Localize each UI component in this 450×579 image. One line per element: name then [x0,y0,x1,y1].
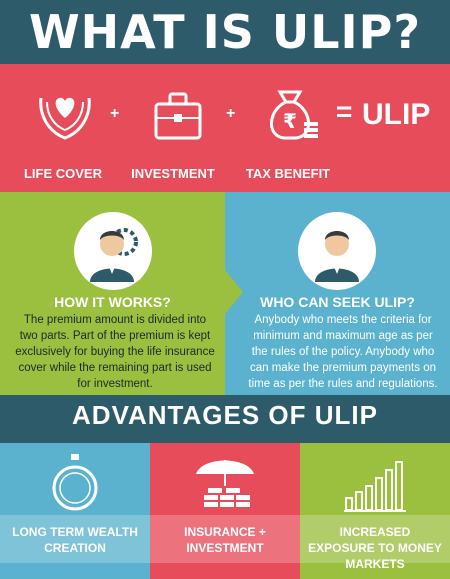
who-can-seek-text: Anybody who meets the criteria for minim… [248,314,438,390]
investment-label: INVESTMENT [131,166,215,181]
svg-text:₹: ₹ [283,109,297,133]
page-title: WHAT IS ULIP? [28,5,422,59]
advantages-band [0,395,450,443]
advantage-3-label: INCREASED EXPOSURE TO MONEY MARKETS [308,525,442,571]
briefcase-icon [148,88,204,140]
title-band [0,0,450,64]
how-it-works-title: HOW IT WORKS? [54,294,171,310]
advantage-2-label: INSURANCE + INVESTMENT [184,525,266,555]
equals-sign: = [336,96,353,127]
hands-heart-icon [35,88,91,140]
person-icon [298,212,376,290]
plus-sign-2: + [226,105,236,122]
advantage-3-overlay [300,515,450,563]
pocket-watch-icon [52,452,98,519]
advantage-2-overlay [150,515,300,563]
advantage-1-label: LONG TERM WEALTH CREATION [12,525,138,555]
umbrella-coins-icon [192,452,258,521]
life-cover-label: LIFE COVER [23,166,102,181]
how-it-works-text: The premium amount is divided into two p… [15,314,215,390]
advantages-title: ADVANTAGES OF ULIP [72,400,378,430]
ulip-result: ULIP [362,98,431,131]
who-can-seek-title: WHO CAN SEEK ULIP? [260,294,415,310]
person-gear-icon [74,212,152,290]
advantage-1-overlay [0,515,150,563]
plus-sign-1: + [110,105,120,122]
tax-benefit-label: TAX BENEFIT [245,166,331,181]
money-bag-rupee-icon: ₹ [260,84,318,140]
panel-arrow [225,270,243,314]
bar-chart-icon [344,458,408,519]
formula-band [0,64,450,192]
